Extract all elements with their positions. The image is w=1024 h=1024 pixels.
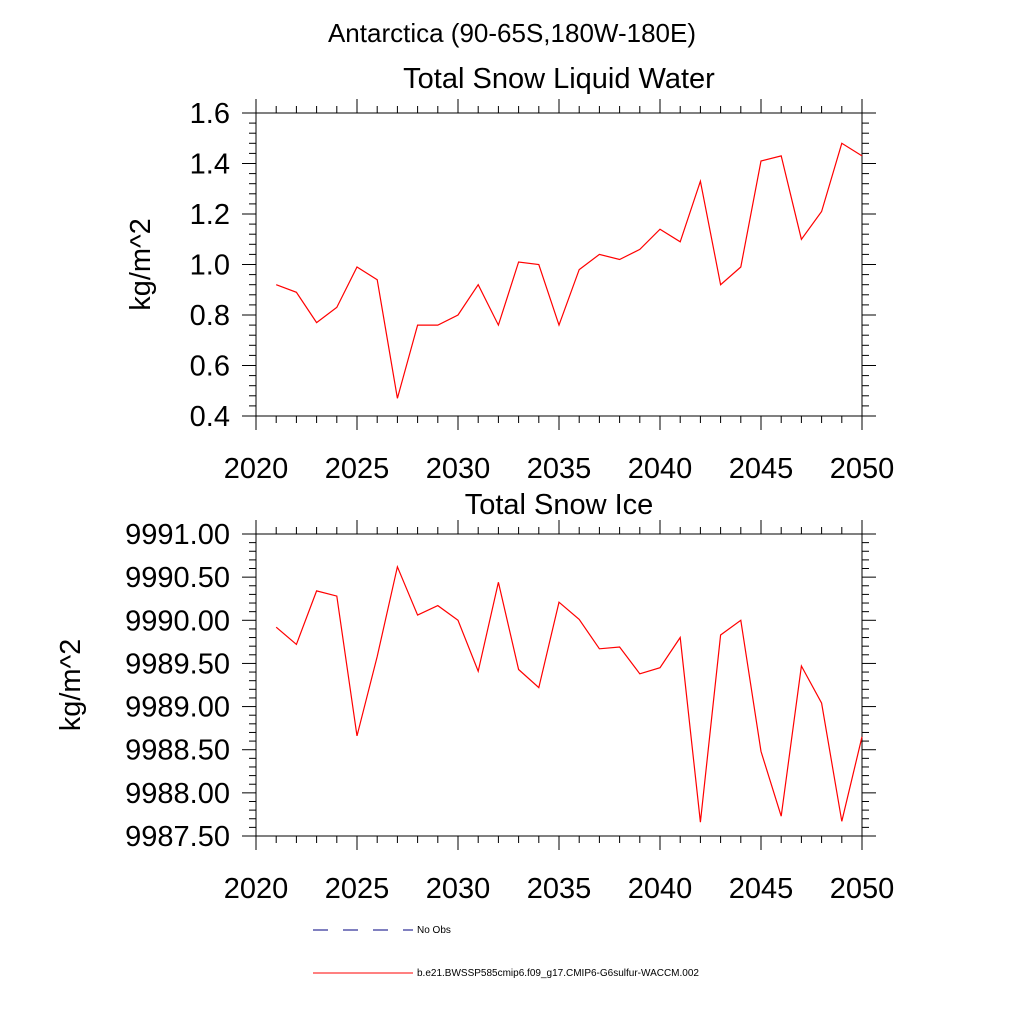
y-tick-label: 0.8 (190, 300, 230, 332)
y-tick-label: 1.4 (190, 149, 230, 181)
legend-series-label: b.e21.BWSSP585cmip6.f09_g17.CMIP6-G6sulf… (417, 968, 699, 979)
y-tick-label: 9988.50 (125, 735, 230, 767)
x-tick-label: 2020 (224, 873, 289, 905)
y-tick-label: 0.6 (190, 351, 230, 383)
x-tick-label: 2040 (628, 873, 693, 905)
y-axis-label: kg/m^2 (55, 639, 87, 732)
y-tick-label: 9991.00 (125, 519, 230, 551)
y-tick-label: 9989.00 (125, 692, 230, 724)
y-tick-label: 9990.50 (125, 562, 230, 594)
series-line (275, 564, 863, 823)
panel-snow-liquid-water: Total Snow Liquid Water kg/m^2 2020 2025 203… (125, 63, 894, 485)
y-tick-label: 1.6 (190, 98, 230, 130)
x-tick-label: 2045 (729, 873, 794, 905)
y-tick-label: 9987.50 (125, 821, 230, 853)
x-tick-label: 2050 (830, 453, 895, 485)
legend-obs-label: No Obs (417, 925, 451, 936)
chart-title: Total Snow Liquid Water (403, 63, 715, 95)
y-axis-label: kg/m^2 (125, 218, 157, 311)
x-tick-label: 2045 (729, 453, 794, 485)
y-tick-label: 0.4 (190, 401, 230, 433)
panel-snow-ice: Total Snow Ice kg/m^2 2020 2025 2030 2035 2040… (55, 489, 894, 905)
x-tick-label: 2035 (527, 873, 592, 905)
series-line (275, 142, 863, 399)
y-tick-label: 9990.00 (125, 605, 230, 637)
x-tick-label: 2025 (325, 873, 390, 905)
x-tick-label: 2030 (426, 453, 491, 485)
x-tick-label: 2050 (830, 873, 895, 905)
x-tick-label: 2020 (224, 453, 289, 485)
y-tick-label: 9988.00 (125, 778, 230, 810)
x-tick-label: 2030 (426, 873, 491, 905)
x-tick-label: 2025 (325, 453, 390, 485)
figure-title: Antarctica (90-65S,180W-180E) (328, 18, 696, 48)
x-tick-label: 2035 (527, 453, 592, 485)
x-tick-label: 2040 (628, 453, 693, 485)
y-tick-label: 9989.50 (125, 648, 230, 680)
y-tick-label: 1.2 (190, 199, 230, 231)
legend: No Obs b.e21.BWSSP585cmip6.f09_g17.CMIP6… (313, 925, 699, 979)
y-tick-label: 1.0 (190, 250, 230, 282)
chart-title: Total Snow Ice (465, 489, 654, 521)
